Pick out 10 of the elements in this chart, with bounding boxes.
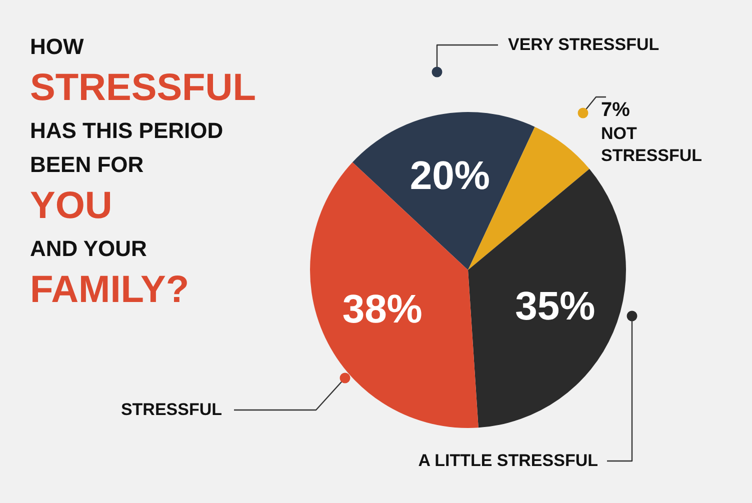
text: HOW STRESSFUL HAS THIS PERIOD BEEN FOR YOU AND YOUR FAMILY? xyxy=(30,34,256,311)
slice-label: VERY STRESSFUL xyxy=(508,35,660,54)
data-label: 38% xyxy=(342,288,422,332)
data-label: 35% xyxy=(515,284,596,328)
data-label: 7% xyxy=(601,99,630,121)
slice-label: NOT STRESSFUL xyxy=(601,124,702,165)
slice-label: STRESSFUL xyxy=(120,400,222,419)
slice-label: A LITTLE STRESSFUL xyxy=(418,451,598,470)
data-label: 20% xyxy=(410,154,490,198)
pie-slice xyxy=(352,112,535,270)
